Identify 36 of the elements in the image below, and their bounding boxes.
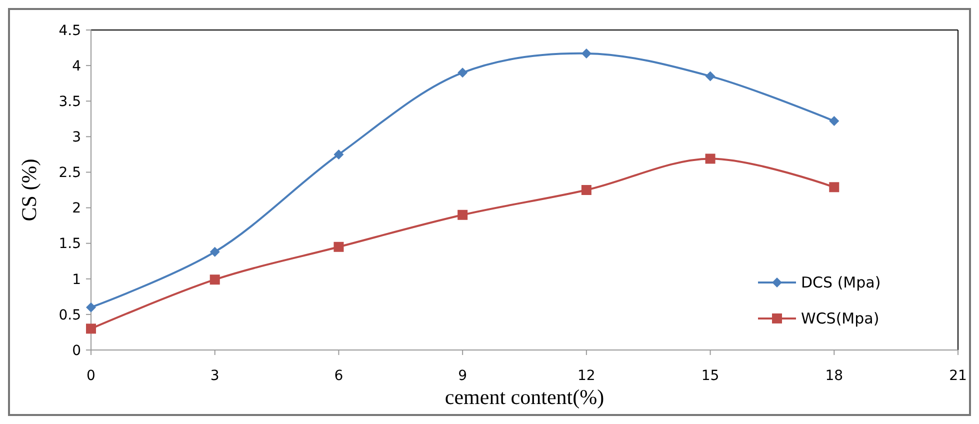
point	[334, 149, 344, 160]
y-tick-label: 4.5	[58, 22, 81, 39]
x-tick-label: 12	[578, 368, 596, 384]
y-tick-label: 2.5	[58, 165, 81, 182]
point	[581, 185, 592, 195]
y-tick-label: 2	[72, 200, 81, 217]
y-tick-label: 3	[72, 130, 81, 146]
x-tick-label: 21	[949, 368, 967, 384]
y-tick-label: 1	[72, 272, 81, 288]
x-tick-label: 6	[334, 368, 344, 384]
point	[829, 182, 840, 192]
y-tick-label: 0.5	[58, 307, 81, 324]
x-tick-label: 15	[701, 368, 720, 384]
point	[458, 210, 468, 220]
point	[86, 324, 96, 334]
x-tick-label: 9	[458, 368, 468, 384]
legend-label: WCS(Mpa)	[801, 310, 880, 328]
y-tick-label: 4	[72, 58, 82, 74]
point	[86, 302, 96, 312]
y-tick-label: 0	[72, 342, 81, 359]
x-axis-title: cement content(%)	[444, 385, 604, 409]
x-tick-label: 18	[825, 368, 844, 384]
legend-label: DCS (Mpa)	[801, 274, 881, 292]
y-axis-title: CS (%)	[17, 158, 41, 222]
point	[458, 68, 468, 78]
point	[705, 71, 716, 82]
x-tick-label: 0	[86, 368, 96, 384]
point	[210, 274, 220, 285]
point	[334, 242, 344, 252]
y-tick-label: 1.5	[58, 236, 81, 252]
point	[705, 154, 716, 164]
x-tick-label: 3	[210, 368, 220, 384]
point	[829, 116, 840, 126]
point	[581, 48, 592, 58]
point	[210, 246, 220, 257]
y-tick-label: 3.5	[58, 94, 81, 110]
